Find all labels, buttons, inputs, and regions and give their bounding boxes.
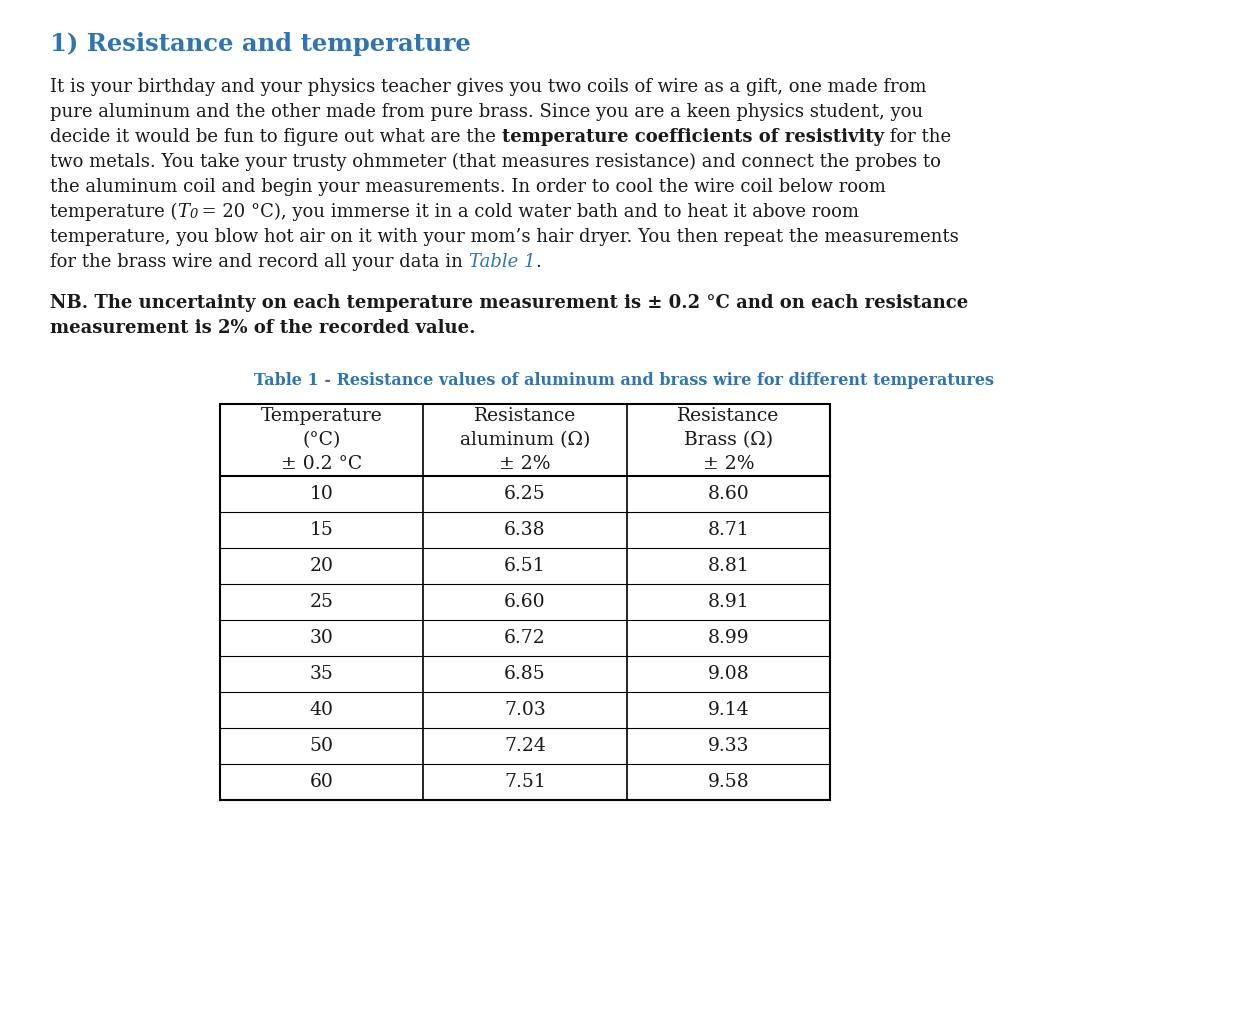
Text: 6.60: 6.60 <box>504 593 545 611</box>
Text: two metals. You take your trusty ohmmeter (that measures resistance) and connect: two metals. You take your trusty ohmmete… <box>50 153 941 172</box>
Text: 7.51: 7.51 <box>504 773 545 791</box>
Text: .: . <box>535 253 540 271</box>
Text: decide it would be fun to figure out what are the: decide it would be fun to figure out wha… <box>50 128 502 146</box>
Text: Table 1: Table 1 <box>469 253 535 271</box>
Text: measurement is 2% of the recorded value.: measurement is 2% of the recorded value. <box>50 319 475 337</box>
Text: Temperature: Temperature <box>261 407 383 425</box>
Text: 25: 25 <box>310 593 333 611</box>
Text: ± 2%: ± 2% <box>703 455 754 473</box>
Text: 9.58: 9.58 <box>708 773 749 791</box>
Text: 9.14: 9.14 <box>708 701 749 719</box>
Text: T: T <box>177 203 190 221</box>
Text: 9.33: 9.33 <box>708 737 749 755</box>
Text: 6.51: 6.51 <box>504 557 545 575</box>
Text: the aluminum coil and begin your measurements. In order to cool the wire coil be: the aluminum coil and begin your measure… <box>50 178 886 196</box>
Bar <box>220 404 830 800</box>
Text: 1) Resistance and temperature: 1) Resistance and temperature <box>50 31 470 56</box>
Text: Resistance: Resistance <box>474 407 577 425</box>
Text: 60: 60 <box>310 773 333 791</box>
Text: 6.25: 6.25 <box>504 485 545 503</box>
Text: 6.38: 6.38 <box>504 521 545 539</box>
Text: 8.71: 8.71 <box>708 521 749 539</box>
Text: 50: 50 <box>310 737 333 755</box>
Text: ± 2%: ± 2% <box>499 455 550 473</box>
Text: 10: 10 <box>310 485 333 503</box>
Text: Resistance: Resistance <box>678 407 780 425</box>
Text: = 20 °C), you immerse it in a cold water bath and to heat it above room: = 20 °C), you immerse it in a cold water… <box>197 203 859 221</box>
Text: ± 0.2 °C: ± 0.2 °C <box>281 455 362 473</box>
Text: 15: 15 <box>310 521 333 539</box>
Text: Table 1 - Resistance values of aluminum and brass wire for different temperature: Table 1 - Resistance values of aluminum … <box>255 372 993 389</box>
Text: for the brass wire and record all your data in: for the brass wire and record all your d… <box>50 253 469 271</box>
Text: 7.24: 7.24 <box>504 737 545 755</box>
Text: 6.85: 6.85 <box>504 665 545 683</box>
Text: It is your birthday and your physics teacher gives you two coils of wire as a gi: It is your birthday and your physics tea… <box>50 78 926 96</box>
Text: Brass (Ω): Brass (Ω) <box>684 431 773 449</box>
Text: 8.60: 8.60 <box>708 485 749 503</box>
Text: pure aluminum and the other made from pure brass. Since you are a keen physics s: pure aluminum and the other made from pu… <box>50 103 924 121</box>
Text: temperature, you blow hot air on it with your mom’s hair dryer. You then repeat : temperature, you blow hot air on it with… <box>50 228 958 246</box>
Text: 40: 40 <box>310 701 333 719</box>
Text: temperature (: temperature ( <box>50 203 177 221</box>
Text: (°C): (°C) <box>302 431 341 449</box>
Text: 20: 20 <box>310 557 333 575</box>
Text: 8.91: 8.91 <box>708 593 749 611</box>
Text: temperature coefficients of resistivity: temperature coefficients of resistivity <box>502 128 884 146</box>
Text: 30: 30 <box>310 629 333 647</box>
Text: 8.81: 8.81 <box>708 557 749 575</box>
Text: 7.03: 7.03 <box>504 701 545 719</box>
Text: aluminum (Ω): aluminum (Ω) <box>459 431 590 449</box>
Text: 0: 0 <box>190 208 197 221</box>
Text: 8.99: 8.99 <box>708 629 749 647</box>
Text: 9.08: 9.08 <box>708 665 749 683</box>
Text: NB. The uncertainty on each temperature measurement is ± 0.2 °C and on each resi: NB. The uncertainty on each temperature … <box>50 294 968 312</box>
Text: 35: 35 <box>310 665 333 683</box>
Text: for the: for the <box>884 128 951 146</box>
Text: 6.72: 6.72 <box>504 629 545 647</box>
